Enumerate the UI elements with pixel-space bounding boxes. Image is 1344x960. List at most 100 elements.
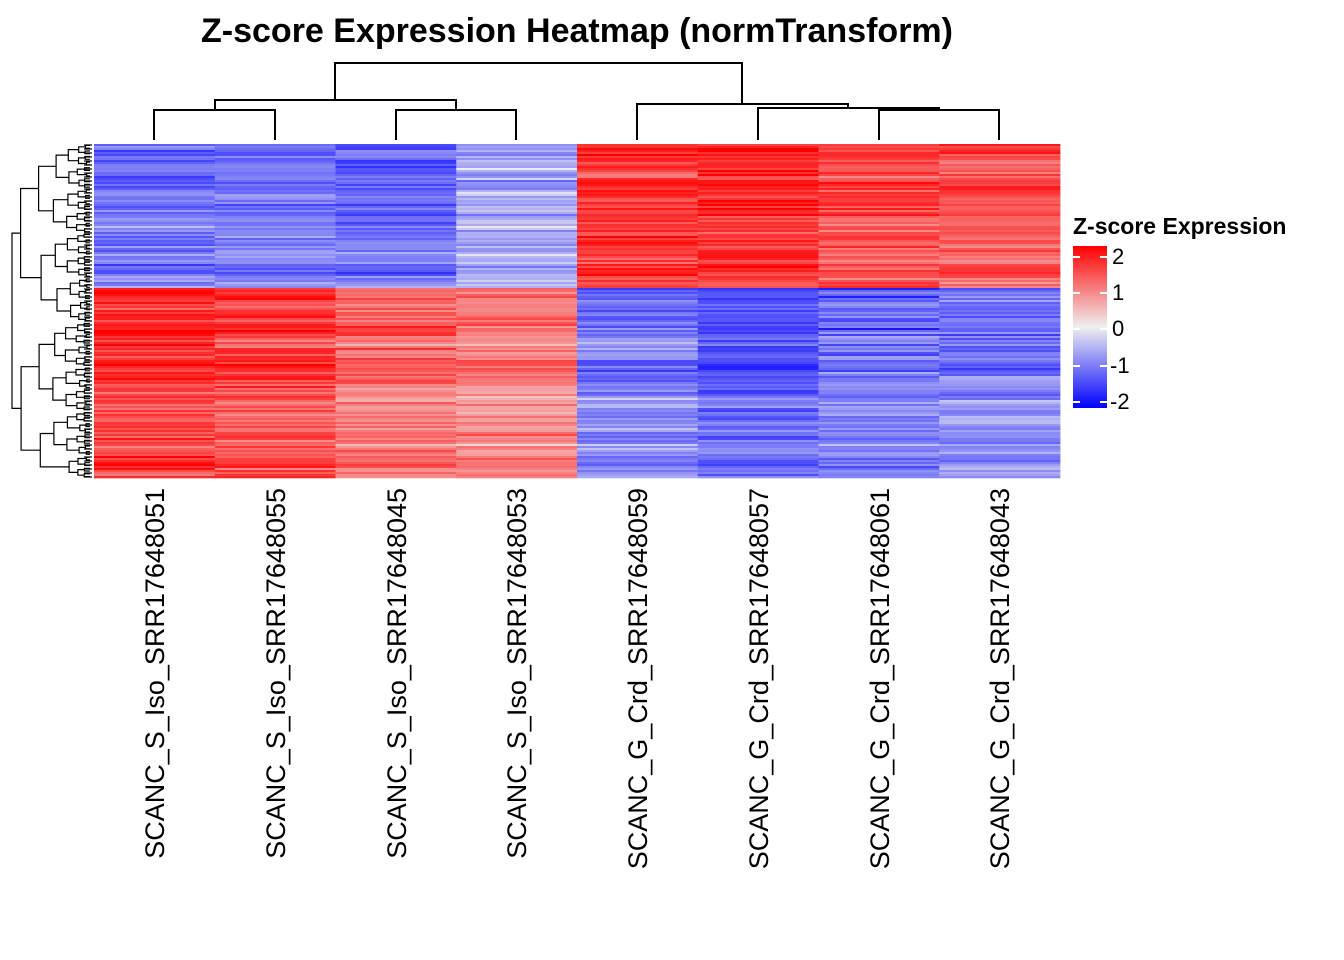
heatmap-cell: [818, 170, 940, 173]
heatmap-cell: [697, 162, 819, 165]
heatmap-cell: [697, 160, 819, 163]
heatmap-cell: [697, 282, 819, 285]
heatmap-cell: [456, 414, 578, 417]
heatmap-cell: [697, 172, 819, 175]
heatmap-cell: [335, 352, 457, 355]
heatmap-cell: [818, 326, 940, 329]
heatmap-cell: [214, 354, 336, 357]
heatmap-cell: [94, 268, 216, 271]
heatmap-cell: [335, 326, 457, 329]
heatmap-cell: [94, 262, 216, 265]
heatmap-cell: [697, 170, 819, 173]
heatmap-cell: [939, 216, 1061, 219]
heatmap-cell: [94, 420, 216, 423]
heatmap-cell: [214, 286, 336, 289]
heatmap-cell: [818, 308, 940, 311]
row-dendro-branch: [78, 179, 85, 187]
heatmap-cell: [577, 318, 699, 321]
heatmap-cell: [335, 362, 457, 365]
heatmap-cell: [818, 406, 940, 409]
heatmap-cell: [94, 464, 216, 467]
heatmap-cell: [939, 470, 1061, 473]
heatmap-cell: [94, 282, 216, 285]
heatmap-cell: [697, 338, 819, 341]
heatmap-cell: [456, 364, 578, 367]
heatmap-cell: [94, 156, 216, 159]
heatmap-cell: [94, 412, 216, 415]
heatmap-cell: [818, 386, 940, 389]
heatmap-cell: [577, 390, 699, 393]
heatmap-cell: [939, 326, 1061, 329]
heatmap-cell: [939, 398, 1061, 401]
heatmap-cell: [456, 274, 578, 277]
heatmap-cell: [939, 318, 1061, 321]
heatmap-cell: [818, 364, 940, 367]
heatmap-cell: [697, 352, 819, 355]
heatmap-cell: [214, 214, 336, 217]
heatmap-cell: [335, 312, 457, 315]
heatmap-cell: [94, 430, 216, 433]
heatmap-cell: [577, 186, 699, 189]
heatmap-cell: [697, 294, 819, 297]
heatmap-cell: [94, 198, 216, 201]
heatmap-cell: [818, 242, 940, 245]
heatmap-cell: [697, 158, 819, 161]
row-dendro-branch: [85, 317, 90, 322]
heatmap-cell: [335, 340, 457, 343]
heatmap-cell: [577, 218, 699, 221]
heatmap-cell: [94, 364, 216, 367]
heatmap-cell: [94, 220, 216, 223]
heatmap-cell: [577, 448, 699, 451]
heatmap-cell: [577, 414, 699, 417]
heatmap-cell: [818, 282, 940, 285]
heatmap-cell: [456, 318, 578, 321]
heatmap-cell: [697, 146, 819, 149]
heatmap-cell: [335, 186, 457, 189]
heatmap-cell: [939, 248, 1061, 251]
heatmap-cell: [94, 336, 216, 339]
heatmap-cell: [939, 212, 1061, 215]
heatmap-cell: [697, 200, 819, 203]
heatmap-cell: [335, 342, 457, 345]
heatmap-cell: [214, 226, 336, 229]
heatmap-cell: [577, 222, 699, 225]
heatmap-cell: [818, 174, 940, 177]
heatmap-cell: [214, 466, 336, 469]
heatmap-cell: [939, 252, 1061, 255]
heatmap-cell: [939, 182, 1061, 185]
heatmap-cell: [697, 278, 819, 281]
heatmap-cell: [335, 368, 457, 371]
heatmap-cell: [818, 436, 940, 439]
heatmap-cell: [939, 244, 1061, 247]
heatmap-cell: [214, 356, 336, 359]
heatmap-cell: [939, 174, 1061, 177]
heatmap-cell: [94, 348, 216, 351]
heatmap-cell: [94, 168, 216, 171]
heatmap-cell: [818, 228, 940, 231]
heatmap-cell: [335, 356, 457, 359]
heatmap-cell: [456, 228, 578, 231]
heatmap-cell: [939, 410, 1061, 413]
heatmap-cell: [456, 284, 578, 287]
heatmap-cell: [697, 228, 819, 231]
heatmap-cell: [94, 304, 216, 307]
heatmap-cell: [335, 264, 457, 267]
heatmap-cell: [577, 350, 699, 353]
heatmap-cell: [214, 442, 336, 445]
row-dendro-branch: [83, 373, 90, 377]
heatmap-cell: [939, 302, 1061, 305]
heatmap-cell: [939, 342, 1061, 345]
heatmap-cell: [697, 448, 819, 451]
heatmap-cell: [818, 460, 940, 463]
heatmap-cell: [577, 194, 699, 197]
heatmap-cell: [818, 288, 940, 291]
heatmap-cell: [94, 366, 216, 369]
heatmap-cell: [335, 422, 457, 425]
heatmap-cell: [939, 290, 1061, 293]
heatmap-cell: [697, 290, 819, 293]
heatmap-cell: [335, 452, 457, 455]
row-dendro-branch: [84, 144, 90, 149]
row-dendro-branch: [65, 371, 80, 384]
heatmap-cell: [577, 340, 699, 343]
heatmap-cell: [456, 298, 578, 301]
